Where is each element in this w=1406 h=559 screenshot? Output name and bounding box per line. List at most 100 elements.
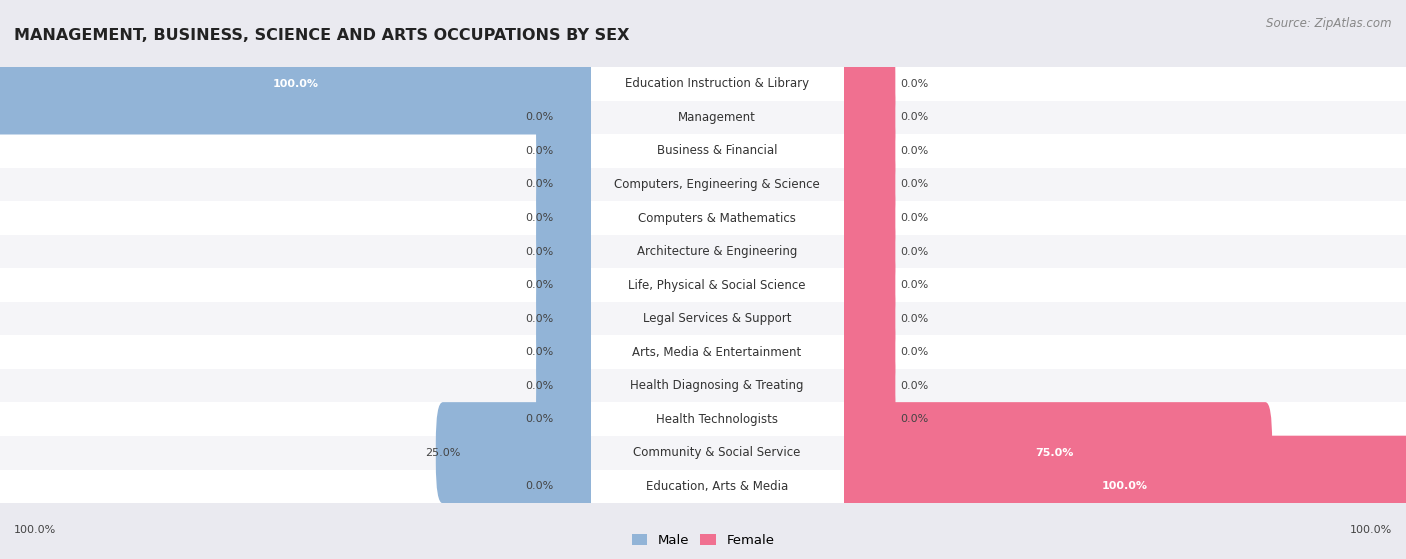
Text: 75.0%: 75.0% [1035, 448, 1074, 458]
Text: Health Diagnosing & Treating: Health Diagnosing & Treating [630, 379, 804, 392]
Text: Business & Financial: Business & Financial [657, 144, 778, 158]
Legend: Male, Female: Male, Female [626, 529, 780, 552]
Bar [0, 235, 591, 268]
FancyBboxPatch shape [536, 301, 598, 403]
Text: Computers, Engineering & Science: Computers, Engineering & Science [614, 178, 820, 191]
Bar [0, 302, 591, 335]
Text: 0.0%: 0.0% [526, 146, 554, 156]
Text: Life, Physical & Social Science: Life, Physical & Social Science [628, 278, 806, 292]
Bar [591, 436, 844, 470]
Text: Source: ZipAtlas.com: Source: ZipAtlas.com [1267, 17, 1392, 30]
Text: Architecture & Engineering: Architecture & Engineering [637, 245, 797, 258]
FancyBboxPatch shape [837, 134, 896, 235]
Bar [0, 134, 591, 168]
Bar [0, 402, 591, 436]
Text: 0.0%: 0.0% [900, 314, 928, 324]
Text: 0.0%: 0.0% [526, 179, 554, 190]
FancyBboxPatch shape [837, 167, 896, 269]
Bar [844, 134, 1406, 168]
FancyBboxPatch shape [837, 67, 896, 168]
Text: 0.0%: 0.0% [526, 280, 554, 290]
Text: 0.0%: 0.0% [900, 213, 928, 223]
Text: 0.0%: 0.0% [526, 213, 554, 223]
FancyBboxPatch shape [536, 368, 598, 470]
Bar [591, 235, 844, 268]
FancyBboxPatch shape [837, 33, 896, 135]
Text: 0.0%: 0.0% [900, 381, 928, 391]
Bar [0, 369, 591, 402]
Bar [0, 67, 591, 101]
Bar [844, 470, 1406, 503]
Bar [844, 235, 1406, 268]
Text: 0.0%: 0.0% [900, 146, 928, 156]
Text: Computers & Mathematics: Computers & Mathematics [638, 211, 796, 225]
Text: 100.0%: 100.0% [1350, 525, 1392, 536]
Bar [0, 268, 591, 302]
Bar [591, 134, 844, 168]
Text: MANAGEMENT, BUSINESS, SCIENCE AND ARTS OCCUPATIONS BY SEX: MANAGEMENT, BUSINESS, SCIENCE AND ARTS O… [14, 28, 630, 43]
Bar [0, 101, 591, 134]
Bar [844, 268, 1406, 302]
Text: 0.0%: 0.0% [900, 247, 928, 257]
Bar [591, 67, 844, 101]
FancyBboxPatch shape [536, 234, 598, 336]
Bar [591, 335, 844, 369]
Text: Education Instruction & Library: Education Instruction & Library [626, 77, 808, 91]
FancyBboxPatch shape [837, 368, 896, 470]
Text: 0.0%: 0.0% [526, 347, 554, 357]
Bar [844, 101, 1406, 134]
FancyBboxPatch shape [536, 335, 598, 437]
FancyBboxPatch shape [837, 335, 896, 437]
Text: 0.0%: 0.0% [900, 79, 928, 89]
FancyBboxPatch shape [837, 234, 896, 336]
Bar [591, 268, 844, 302]
Bar [0, 168, 591, 201]
Bar [844, 436, 1406, 470]
Text: 0.0%: 0.0% [526, 481, 554, 491]
FancyBboxPatch shape [536, 201, 598, 302]
Text: 25.0%: 25.0% [425, 448, 461, 458]
FancyBboxPatch shape [837, 268, 896, 369]
Bar [0, 201, 591, 235]
Bar [591, 101, 844, 134]
Text: 0.0%: 0.0% [526, 112, 554, 122]
Text: 100.0%: 100.0% [14, 525, 56, 536]
FancyBboxPatch shape [837, 100, 896, 202]
FancyBboxPatch shape [837, 201, 896, 302]
Text: 0.0%: 0.0% [900, 414, 928, 424]
Bar [844, 302, 1406, 335]
Text: 0.0%: 0.0% [526, 247, 554, 257]
Text: 0.0%: 0.0% [900, 179, 928, 190]
Bar [591, 168, 844, 201]
FancyBboxPatch shape [837, 402, 1272, 504]
Bar [844, 335, 1406, 369]
Text: 0.0%: 0.0% [526, 314, 554, 324]
Bar [591, 470, 844, 503]
Text: Health Technologists: Health Technologists [657, 413, 778, 426]
FancyBboxPatch shape [536, 167, 598, 269]
Text: Management: Management [678, 111, 756, 124]
Text: Community & Social Service: Community & Social Service [633, 446, 801, 459]
Text: 0.0%: 0.0% [900, 280, 928, 290]
Text: 0.0%: 0.0% [900, 347, 928, 357]
FancyBboxPatch shape [0, 33, 598, 135]
FancyBboxPatch shape [536, 268, 598, 369]
FancyBboxPatch shape [837, 301, 896, 403]
Bar [844, 168, 1406, 201]
Bar [591, 201, 844, 235]
Text: 100.0%: 100.0% [273, 79, 318, 89]
Bar [0, 436, 591, 470]
Bar [0, 335, 591, 369]
Text: 0.0%: 0.0% [900, 112, 928, 122]
Bar [844, 201, 1406, 235]
FancyBboxPatch shape [536, 67, 598, 168]
Bar [591, 302, 844, 335]
FancyBboxPatch shape [436, 402, 598, 504]
Bar [591, 402, 844, 436]
FancyBboxPatch shape [536, 134, 598, 235]
FancyBboxPatch shape [536, 435, 598, 537]
Bar [844, 369, 1406, 402]
FancyBboxPatch shape [837, 435, 1406, 537]
Bar [591, 369, 844, 402]
Text: Arts, Media & Entertainment: Arts, Media & Entertainment [633, 345, 801, 359]
